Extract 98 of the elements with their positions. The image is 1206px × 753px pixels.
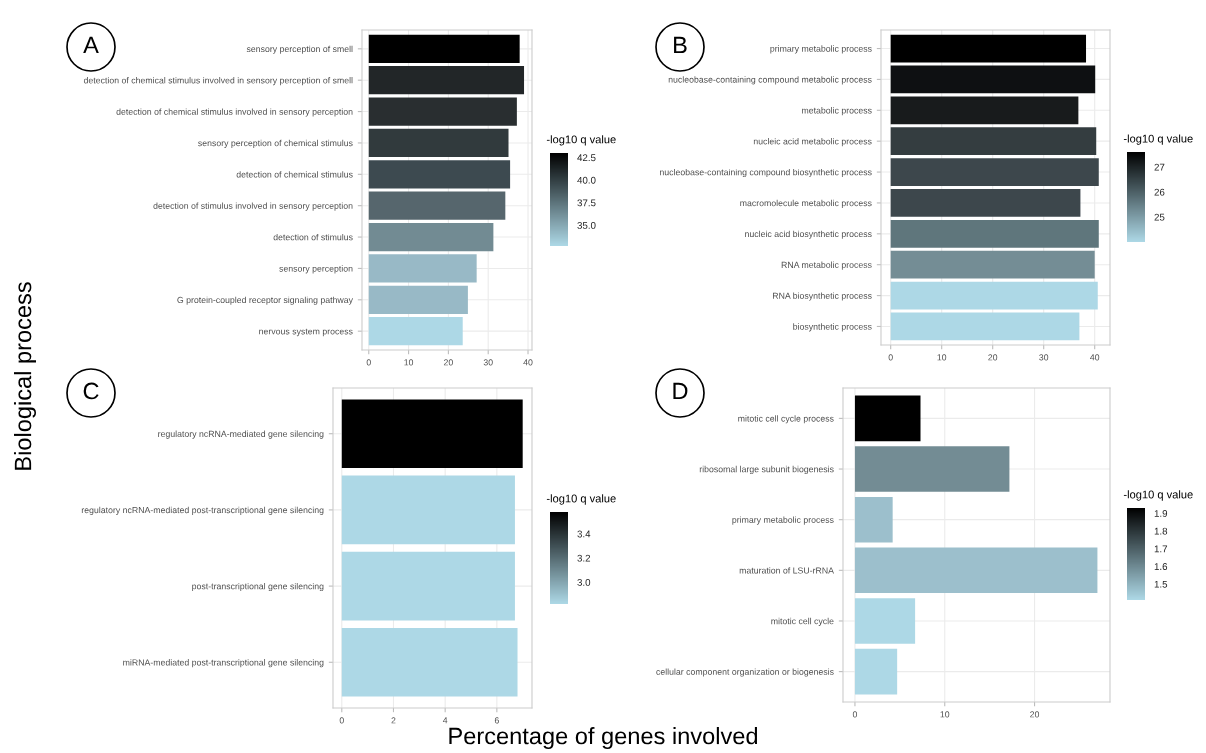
x-tick-label: 20 <box>443 359 453 366</box>
x-tick-label: 20 <box>1030 711 1040 718</box>
y-tick-label: detection of stimulus involved in sensory perception <box>153 202 353 211</box>
x-tick-label: 0 <box>888 354 893 361</box>
x-tick-label: 0 <box>852 711 858 718</box>
bar <box>368 34 520 63</box>
y-tick-label: nucleic acid biosynthetic process <box>745 230 872 239</box>
bar <box>890 250 1095 279</box>
x-tick-label: 40 <box>1090 354 1100 361</box>
color-bar-title: -log10 q value <box>546 494 616 505</box>
y-tick-label: detection of stimulus <box>273 233 353 241</box>
x-tick-label: 0 <box>366 359 371 366</box>
bar <box>368 97 517 126</box>
bar <box>890 127 1097 156</box>
y-tick-label: ribosomal large subunit biogenesis <box>699 465 834 475</box>
chart-title: D <box>673 382 688 400</box>
y-tick-label: nervous system process <box>259 328 353 337</box>
bar <box>890 312 1080 341</box>
bar <box>890 281 1098 310</box>
text: C <box>83 382 99 400</box>
bar <box>368 160 511 189</box>
color-bar-label: 1.5 <box>1154 580 1168 588</box>
text: B <box>674 36 687 54</box>
y-tick-label: primary metabolic process <box>732 516 834 525</box>
x-tick-label: 2 <box>391 717 396 724</box>
bar <box>854 648 898 695</box>
bar <box>854 395 921 442</box>
color-bar-label: 1.6 <box>1154 563 1168 570</box>
y-tick-label: metabolic process <box>802 107 872 116</box>
bar <box>890 189 1081 217</box>
y-tick-label: macromolecule metabolic process <box>740 199 872 208</box>
y-tick-label: post-transcriptional gene silencing <box>192 582 324 592</box>
bar <box>854 598 916 644</box>
bar <box>368 317 463 346</box>
x-tick-label: 30 <box>483 359 493 366</box>
bar <box>890 34 1087 63</box>
bar <box>890 219 1099 248</box>
color-bar-label: 3.2 <box>577 554 591 562</box>
y-tick-label: sensory perception of smell <box>246 45 353 54</box>
y-tick-label: RNA metabolic process <box>781 261 872 270</box>
y-tick-label: primary metabolic process <box>770 45 872 54</box>
x-tick-label: 10 <box>937 354 947 361</box>
y-tick-label: regulatory ncRNA-mediated post-transcriptional gene silencing <box>81 506 324 515</box>
text: A <box>83 36 99 54</box>
y-tick-label: detection of chemical stimulus involved in sensory perception <box>116 108 353 117</box>
color-bar-title: -log10 q value <box>1123 490 1193 501</box>
y-tick-label: miRNA-mediated post-transcriptional gene silencing <box>123 659 324 668</box>
x-tick-label: 20 <box>988 354 998 361</box>
y-tick-label: G protein-coupled receptor signaling pathway <box>177 296 353 305</box>
y-tick-label: mitotic cell cycle <box>771 617 834 626</box>
color-bar-title: -log10 q value <box>1123 134 1193 145</box>
y-tick-label: sensory perception <box>279 265 353 274</box>
x-tick-label: 10 <box>940 711 950 718</box>
x-tick-label: 4 <box>442 717 448 724</box>
color-bar-label: 1.7 <box>1154 545 1168 553</box>
y-tick-label: nucleic acid metabolic process <box>753 138 872 147</box>
x-tick-label: 0 <box>339 717 344 724</box>
y-tick-label: regulatory ncRNA-mediated gene silencing <box>158 430 324 439</box>
bar <box>890 158 1099 186</box>
bar <box>368 254 477 283</box>
y-axis-title: Biological process <box>14 282 36 470</box>
color-bar-label: 1.9 <box>1154 510 1168 517</box>
x-axis-title: Percentage of genes involved <box>449 726 758 750</box>
bar <box>854 496 893 543</box>
bar <box>854 547 1098 594</box>
y-tick-label: RNA biosynthetic process <box>772 292 872 301</box>
color-bar-label: 35.0 <box>577 221 596 229</box>
color-bar-label: 25 <box>1154 213 1165 221</box>
y-tick-label: nucleobase-containing compound metabolic process <box>668 76 872 85</box>
bar <box>890 96 1079 125</box>
y-tick-label: detection of chemical stimulus <box>236 171 353 178</box>
color-bar-label: 27 <box>1154 163 1165 171</box>
color-bar-label: 40.0 <box>577 176 596 184</box>
x-tick-label: 10 <box>404 359 414 366</box>
bar <box>368 285 468 314</box>
y-tick-label: sensory perception of chemical stimulus <box>198 139 353 148</box>
color-bar-label: 37.5 <box>577 199 596 207</box>
bar <box>890 65 1096 94</box>
y-tick-label: detection of chemical stimulus involved in sensory perception of smell <box>83 77 353 86</box>
color-bar-title: -log10 q value <box>546 135 616 146</box>
x-tick-label: 40 <box>523 359 533 366</box>
color-bar-label: 1.8 <box>1154 527 1168 535</box>
bar <box>368 128 509 158</box>
bar <box>368 222 494 252</box>
y-tick-label: maturation of LSU-rRNA <box>739 567 834 574</box>
x-tick-label: 6 <box>494 717 499 724</box>
bar <box>368 191 506 220</box>
color-bar-label: 3.4 <box>577 530 591 538</box>
bar <box>854 446 1010 492</box>
y-tick-label: nucleobase-containing compound biosynthetic process <box>660 168 872 178</box>
bar <box>368 66 525 95</box>
color-bar-label: 42.5 <box>577 154 596 162</box>
y-tick-label: cellular component organization or biogenesis <box>656 668 834 677</box>
x-tick-label: 30 <box>1039 354 1049 361</box>
color-bar-label: 3.0 <box>577 578 591 586</box>
y-tick-label: mitotic cell cycle process <box>738 415 834 424</box>
y-tick-label: biosynthetic process <box>793 323 872 332</box>
color-bar-label: 26 <box>1154 188 1165 196</box>
